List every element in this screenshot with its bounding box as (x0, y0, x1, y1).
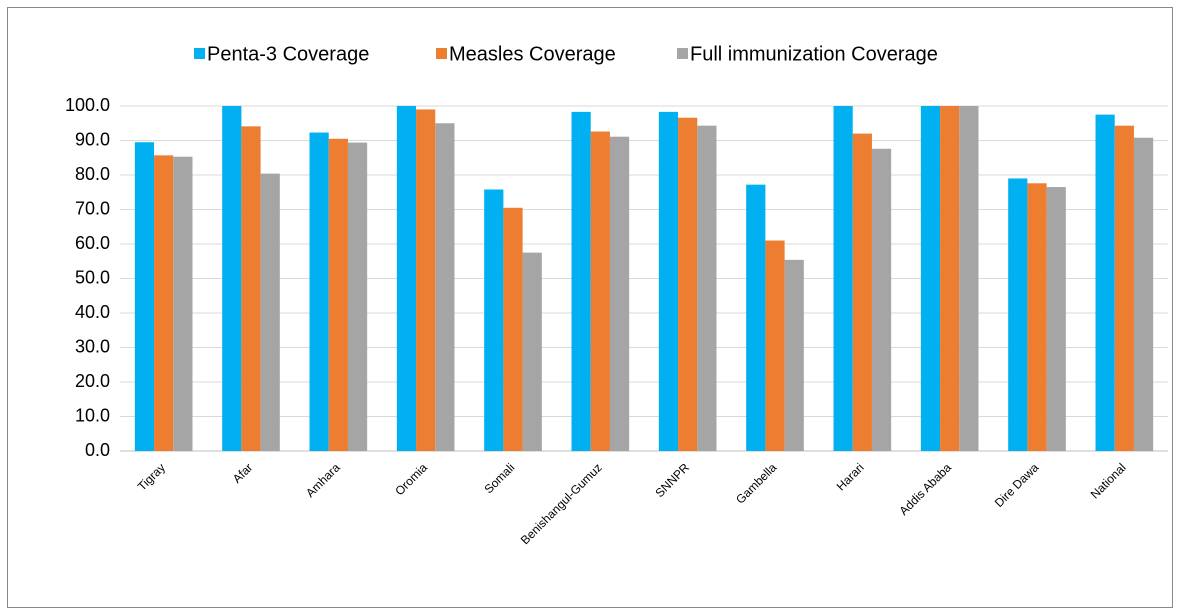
bar (484, 189, 504, 452)
bar (309, 132, 329, 451)
bar (241, 126, 261, 451)
bar (959, 106, 979, 451)
bar (697, 125, 717, 451)
bar (940, 106, 960, 451)
bar (571, 111, 591, 452)
y-tick-label: 60.0 (75, 233, 110, 253)
legend-label: Measles Coverage (449, 43, 616, 65)
bar (347, 142, 368, 451)
bar (503, 207, 523, 451)
bar (746, 184, 766, 451)
legend-label: Full immunization Coverage (690, 43, 938, 65)
bar (154, 155, 174, 451)
bar (833, 106, 853, 451)
y-tick-label: 30.0 (75, 336, 110, 356)
bar (658, 111, 679, 452)
bar (590, 131, 610, 451)
y-tick-label: 10.0 (75, 405, 110, 425)
legend-swatch (677, 48, 688, 59)
bar (328, 138, 348, 451)
bar (522, 252, 542, 451)
bar (920, 106, 941, 451)
bar (765, 240, 785, 451)
bar (435, 123, 455, 451)
bar (173, 156, 193, 451)
bar (222, 106, 242, 451)
bar (678, 117, 698, 451)
y-tick-label: 20.0 (75, 371, 110, 391)
bar (1114, 125, 1134, 451)
y-tick-label: 100.0 (65, 95, 110, 115)
bar (784, 259, 804, 451)
y-tick-label: 90.0 (75, 129, 110, 149)
bar (416, 109, 436, 451)
bar (852, 133, 872, 451)
bar (1095, 114, 1115, 451)
y-tick-label: 40.0 (75, 302, 110, 322)
bar (396, 106, 417, 451)
y-tick-label: 0.0 (85, 440, 110, 460)
bar (260, 173, 280, 451)
bar (1046, 187, 1066, 451)
bar (1008, 178, 1028, 451)
bar (134, 142, 155, 451)
y-tick-label: 50.0 (75, 267, 110, 287)
bar (1027, 183, 1047, 451)
bar (609, 136, 630, 451)
legend-label: Penta-3 Coverage (207, 43, 369, 65)
legend-swatch (436, 48, 447, 59)
bar (871, 148, 892, 451)
legend-swatch (194, 48, 205, 59)
y-tick-label: 80.0 (75, 164, 110, 184)
bar (1133, 137, 1154, 452)
y-tick-label: 70.0 (75, 198, 110, 218)
